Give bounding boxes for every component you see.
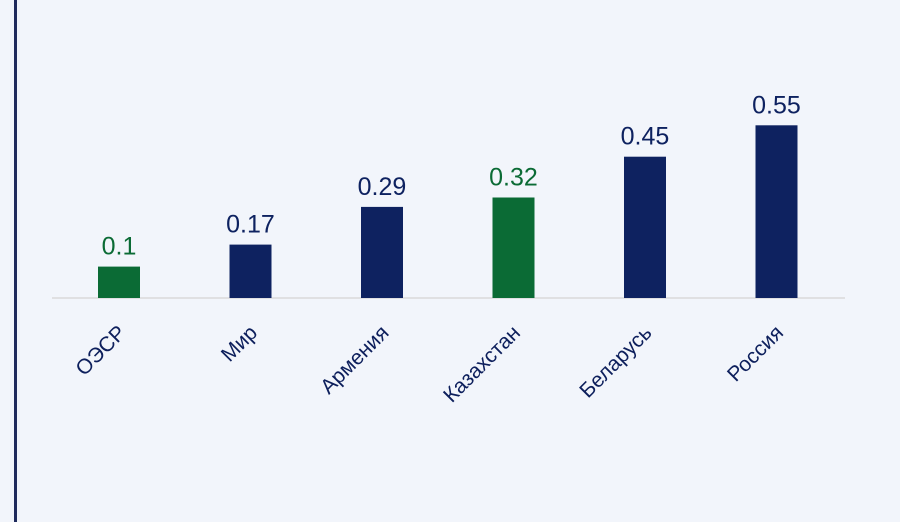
bar-0 (98, 266, 140, 298)
value-label-5: 0.55 (752, 91, 801, 119)
bar-1 (229, 244, 272, 298)
value-label-2: 0.29 (358, 173, 407, 201)
value-label-0: 0.1 (102, 233, 137, 261)
value-label-3: 0.32 (489, 164, 538, 192)
left-border (14, 0, 17, 522)
value-label-1: 0.17 (226, 211, 275, 239)
category-labels-group: ОЭСР Мир Армения Казахстан Беларусь Россия (71, 321, 788, 407)
category-label-0: ОЭСР (71, 321, 130, 380)
bar-3 (492, 197, 535, 298)
bar-5 (755, 125, 798, 298)
value-label-4: 0.45 (621, 123, 670, 151)
category-label-5: Россия (723, 321, 788, 386)
category-label-3: Казахстан (439, 321, 525, 407)
category-label-1: Мир (217, 321, 262, 366)
value-labels-group: 0.1 0.17 0.29 0.32 0.45 0.55 (102, 91, 801, 260)
bars-group (98, 125, 798, 298)
category-label-2: Армения (316, 321, 393, 398)
bar-2 (361, 206, 403, 298)
category-label-4: Беларусь (575, 321, 656, 402)
bar-4 (624, 156, 666, 298)
